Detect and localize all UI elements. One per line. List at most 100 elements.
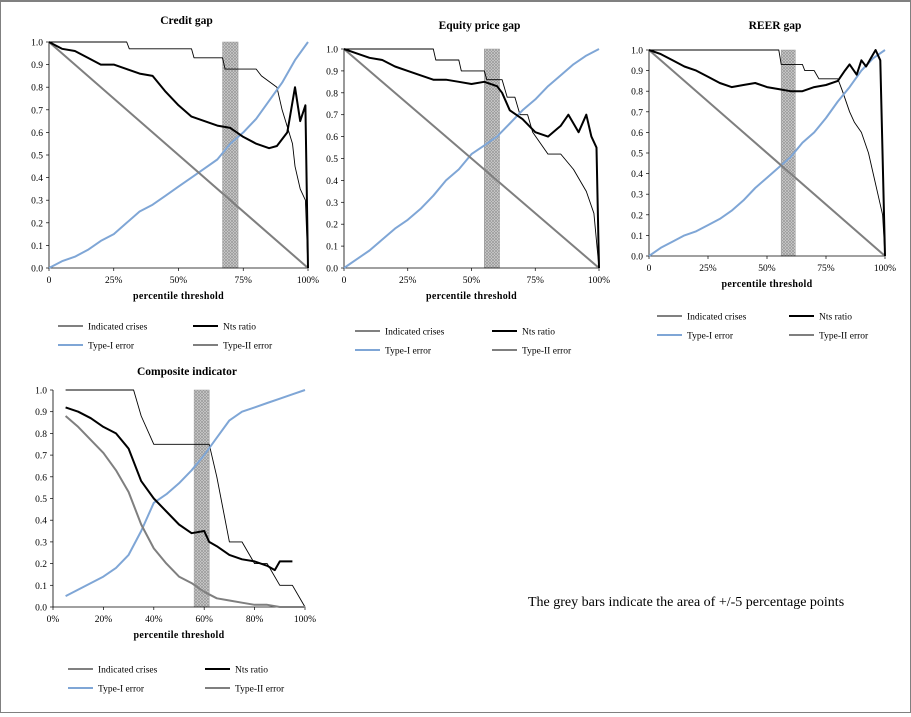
y-tick-label: 0.2 bbox=[31, 219, 43, 229]
y-tick-label: 0.0 bbox=[326, 265, 338, 275]
x-axis-label: percentile threshold bbox=[133, 291, 224, 302]
chart-composite-indicator: Composite indicator 0.0 0.1 0.2 0.3 0.4 0.5 0.6… bbox=[35, 366, 316, 695]
y-tick-label: 0.5 bbox=[31, 152, 43, 162]
legend-label-nts-ratio: Nts ratio bbox=[819, 313, 852, 323]
x-tick-label: 25% bbox=[699, 264, 717, 274]
legend-label-indicated-crises: Indicated crises bbox=[687, 313, 747, 323]
legend-label-type-i-error: Type-I error bbox=[98, 685, 145, 695]
series-line-indicated-crises bbox=[649, 49, 886, 257]
chart-credit-gap: Credit gap 0.0 0.1 0.2 0.3 0.4 0.5 0.6 0.7 0.8 0.9… bbox=[31, 15, 319, 352]
y-tick-label: 1.0 bbox=[35, 387, 47, 397]
legend-label-type-ii-error: Type-II error bbox=[223, 342, 273, 352]
y-tick-label: 0.9 bbox=[631, 67, 643, 77]
legend-label-indicated-crises: Indicated crises bbox=[88, 323, 148, 333]
legend-label-type-ii-error: Type-II error bbox=[819, 332, 869, 342]
series-line-nts-ratio bbox=[648, 49, 886, 257]
series-line-type-ii-error bbox=[648, 49, 886, 257]
chart-title: Credit gap bbox=[160, 15, 213, 27]
legend-label-nts-ratio: Nts ratio bbox=[235, 666, 268, 676]
x-tick-label: 0 bbox=[47, 276, 52, 286]
series-line-indicated-crises bbox=[344, 48, 600, 269]
chart-equity-price-gap: Equity price gap 0.0 0.1 0.2 0.3 0.4 0.5 0.6 0.7… bbox=[326, 20, 610, 357]
y-tick-label: 0.7 bbox=[31, 106, 43, 116]
y-tick-label: 0.7 bbox=[326, 111, 338, 121]
y-tick-label: 0.2 bbox=[326, 221, 338, 231]
y-tick-label: 0.8 bbox=[631, 88, 643, 98]
y-tick-label: 0.3 bbox=[35, 538, 47, 548]
y-tick-label: 0.4 bbox=[35, 517, 47, 527]
x-tick-label: 50% bbox=[170, 276, 188, 286]
series-line-type-i-error bbox=[48, 41, 309, 269]
x-tick-label: 0 bbox=[342, 276, 347, 286]
x-tick-label: 50% bbox=[758, 264, 776, 274]
y-tick-label: 0.6 bbox=[631, 129, 643, 139]
series-line-type-ii-error bbox=[64, 415, 305, 608]
y-tick-label: 0.8 bbox=[31, 84, 43, 94]
x-tick-label: 75% bbox=[235, 276, 253, 286]
y-tick-label: 0.0 bbox=[35, 604, 47, 614]
series-line-nts-ratio bbox=[65, 406, 293, 572]
series-line-nts-ratio bbox=[343, 48, 600, 269]
y-tick-label: 0.9 bbox=[31, 61, 43, 71]
legend-label-nts-ratio: Nts ratio bbox=[522, 328, 555, 338]
y-tick-label: 0.1 bbox=[31, 242, 43, 252]
legend-label-nts-ratio: Nts ratio bbox=[223, 323, 256, 333]
y-tick-label: 0.0 bbox=[631, 253, 643, 263]
y-tick-label: 0.7 bbox=[631, 108, 643, 118]
y-tick-label: 0.5 bbox=[631, 150, 643, 160]
chart-title: REER gap bbox=[749, 20, 802, 32]
legend-label-indicated-crises: Indicated crises bbox=[385, 328, 445, 338]
x-tick-label: 75% bbox=[527, 276, 545, 286]
y-tick-label: 0.8 bbox=[35, 430, 47, 440]
series-line-nts-ratio bbox=[48, 41, 309, 269]
y-tick-label: 1.0 bbox=[631, 47, 643, 57]
y-tick-label: 0.4 bbox=[31, 174, 43, 184]
y-tick-label: 0.3 bbox=[31, 197, 43, 207]
series-line-type-ii-error bbox=[343, 48, 600, 269]
y-tick-label: 0.6 bbox=[31, 129, 43, 139]
y-tick-label: 0.4 bbox=[326, 177, 338, 187]
shaded-band bbox=[193, 389, 210, 608]
chart-title: Composite indicator bbox=[137, 366, 237, 378]
x-tick-label: 50% bbox=[463, 276, 481, 286]
series-line-type-i-error bbox=[648, 49, 886, 257]
legend-label-type-i-error: Type-I error bbox=[385, 347, 432, 357]
y-tick-label: 0.3 bbox=[326, 199, 338, 209]
y-tick-label: 0.1 bbox=[35, 582, 47, 592]
y-tick-label: 0.6 bbox=[326, 133, 338, 143]
y-tick-label: 0.0 bbox=[31, 265, 43, 275]
y-tick-label: 0.2 bbox=[35, 560, 47, 570]
shaded-band bbox=[222, 41, 239, 269]
x-tick-label: 100% bbox=[297, 276, 319, 286]
y-tick-label: 0.5 bbox=[35, 495, 47, 505]
x-tick-label: 100% bbox=[588, 276, 610, 286]
y-tick-label: 1.0 bbox=[31, 39, 43, 49]
x-tick-label: 20% bbox=[95, 615, 113, 625]
series-line-type-i-error bbox=[343, 48, 600, 269]
series-line-indicated-crises bbox=[49, 41, 309, 269]
x-tick-label: 100% bbox=[294, 615, 316, 625]
x-tick-label: 75% bbox=[817, 264, 835, 274]
legend-label-type-ii-error: Type-II error bbox=[522, 347, 572, 357]
x-tick-label: 100% bbox=[874, 264, 896, 274]
series-line-type-ii-error bbox=[48, 41, 309, 269]
y-tick-label: 0.9 bbox=[35, 408, 47, 418]
x-tick-label: 25% bbox=[105, 276, 123, 286]
y-tick-label: 0.1 bbox=[326, 243, 338, 253]
series-line-type-i-error bbox=[65, 389, 306, 597]
y-tick-label: 0.6 bbox=[35, 473, 47, 483]
x-axis-label: percentile threshold bbox=[426, 291, 517, 302]
y-tick-label: 1.0 bbox=[326, 46, 338, 56]
y-tick-label: 0.5 bbox=[326, 155, 338, 165]
grey-bars-note: The grey bars indicate the area of +/-5 … bbox=[528, 595, 844, 610]
y-tick-label: 0.4 bbox=[631, 170, 643, 180]
x-axis-label: percentile threshold bbox=[134, 630, 225, 641]
x-tick-label: 40% bbox=[145, 615, 163, 625]
legend-label-type-i-error: Type-I error bbox=[88, 342, 135, 352]
legend-label-type-ii-error: Type-II error bbox=[235, 685, 285, 695]
x-axis-label: percentile threshold bbox=[722, 279, 813, 290]
y-tick-label: 0.7 bbox=[35, 452, 47, 462]
x-tick-label: 0% bbox=[47, 615, 60, 625]
